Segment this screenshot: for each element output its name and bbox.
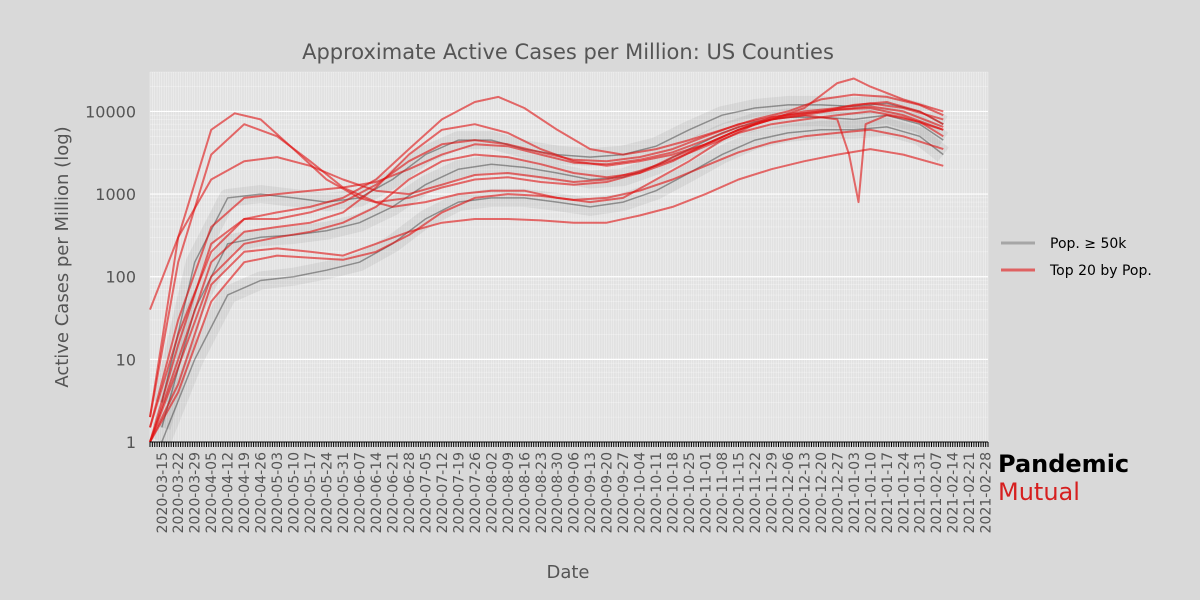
- gray-series-band: [153, 117, 949, 446]
- x-tick-label: 2020-12-06: [781, 452, 797, 533]
- y-tick-label: 10: [116, 350, 136, 369]
- red-series-line: [149, 93, 944, 428]
- red-series-layer: [149, 77, 944, 443]
- x-tick-label: 2020-12-13: [797, 452, 813, 533]
- x-tick-label: 2020-07-12: [435, 452, 451, 533]
- x-tick-label: 2021-01-24: [896, 452, 912, 533]
- x-axis: 2020-03-15 2020-03-22 2020-03-29 2020-04-05…: [149, 441, 995, 533]
- x-tick-label: 2021-02-21: [962, 452, 978, 533]
- gray-series-line: [161, 126, 944, 443]
- x-tick-label: 2020-08-30: [550, 452, 566, 533]
- red-series-line: [149, 148, 944, 443]
- y-tick-label: 100: [105, 268, 136, 287]
- legend-label-red: Top 20 by Pop.: [1049, 263, 1152, 279]
- x-tick-label: 2020-12-27: [830, 452, 846, 533]
- x-tick-label: 2020-09-06: [567, 452, 583, 533]
- x-tick-label: 2020-11-08: [715, 452, 731, 533]
- x-tick-label: 2020-11-29: [764, 452, 780, 533]
- y-tick-label: 10000: [85, 102, 136, 121]
- red-series-line: [149, 107, 944, 443]
- x-tick-label: 2020-05-31: [336, 452, 352, 533]
- x-tick-label: 2020-05-03: [270, 452, 286, 533]
- red-series-line: [149, 77, 944, 443]
- x-tick-label: 2020-08-23: [534, 452, 550, 533]
- y-tick-label: 1: [126, 433, 136, 452]
- x-tick-label: 2021-02-14: [946, 452, 962, 533]
- y-tick-label: 1000: [95, 185, 136, 204]
- x-tick-label: 2020-10-18: [666, 452, 682, 533]
- x-tick-label: 2021-01-10: [863, 452, 879, 533]
- x-tick-label: 2020-10-25: [682, 452, 698, 533]
- x-tick-label: 2020-05-17: [303, 452, 319, 533]
- x-tick-label: 2020-03-29: [188, 452, 204, 533]
- red-series-line: [149, 114, 944, 428]
- x-tick-label: 2020-08-16: [517, 452, 533, 533]
- legend-label-gray: Pop. ≥ 50k: [1050, 236, 1127, 252]
- y-axis-label: Active Cases per Million (log): [52, 126, 73, 387]
- x-tick-label: 2020-07-19: [451, 452, 467, 533]
- x-tick-label: 2020-04-12: [221, 452, 237, 533]
- x-tick-label: 2021-01-17: [880, 452, 896, 533]
- red-series-line: [149, 128, 944, 443]
- x-tick-label: 2020-03-22: [171, 452, 187, 533]
- x-tick-label: 2020-06-28: [402, 452, 418, 533]
- x-tick-label: 2020-08-09: [501, 452, 517, 533]
- x-axis-label: Date: [546, 562, 589, 583]
- x-tick-label: 2020-06-14: [369, 452, 385, 533]
- x-tick-label: 2020-10-04: [633, 452, 649, 533]
- red-series-line: [149, 102, 944, 443]
- x-tick-label: 2020-11-15: [731, 452, 747, 533]
- x-tick-label: 2020-03-15: [155, 452, 171, 533]
- chart-title: Approximate Active Cases per Million: US…: [302, 40, 834, 64]
- brand-mutual: Mutual: [998, 478, 1080, 506]
- brand-pandemic: Pandemic: [998, 450, 1130, 478]
- x-tick-label: 2021-01-03: [847, 452, 863, 533]
- x-tick-label: 2020-05-24: [320, 452, 336, 533]
- x-tick-label: 2020-11-01: [699, 452, 715, 533]
- x-tick-label: 2020-07-26: [468, 452, 484, 533]
- x-tick-label: 2020-09-20: [600, 452, 616, 533]
- x-tick-label: 2020-11-22: [748, 452, 764, 533]
- x-tick-label: 2021-02-07: [929, 452, 945, 533]
- red-series-line: [149, 110, 944, 310]
- x-tick-label: 2020-10-11: [649, 452, 665, 533]
- x-tick-label: 2020-12-20: [814, 452, 830, 533]
- x-tick-label: 2020-05-10: [287, 452, 303, 533]
- x-tick-label: 2020-04-19: [237, 452, 253, 533]
- x-tick-label: 2021-02-28: [979, 452, 995, 533]
- x-tick-label: 2020-09-13: [583, 452, 599, 533]
- x-tick-label: 2020-04-05: [204, 452, 220, 533]
- x-tick-label: 2020-04-26: [254, 452, 270, 533]
- legend: Pop. ≥ 50k Top 20 by Pop.: [1001, 236, 1152, 279]
- x-tick-label: 2020-09-27: [616, 452, 632, 533]
- x-tick-label: 2021-01-31: [913, 452, 929, 533]
- y-axis: 1 10 100 1000 10000: [85, 102, 136, 452]
- x-tick-label: 2020-06-07: [353, 452, 369, 533]
- x-tick-label: 2020-08-02: [484, 452, 500, 533]
- x-tick-label: 2020-07-05: [418, 452, 434, 533]
- x-tick-label: 2020-06-21: [385, 452, 401, 533]
